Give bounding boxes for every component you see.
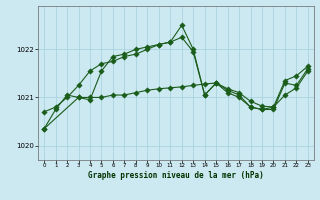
X-axis label: Graphe pression niveau de la mer (hPa): Graphe pression niveau de la mer (hPa) (88, 171, 264, 180)
